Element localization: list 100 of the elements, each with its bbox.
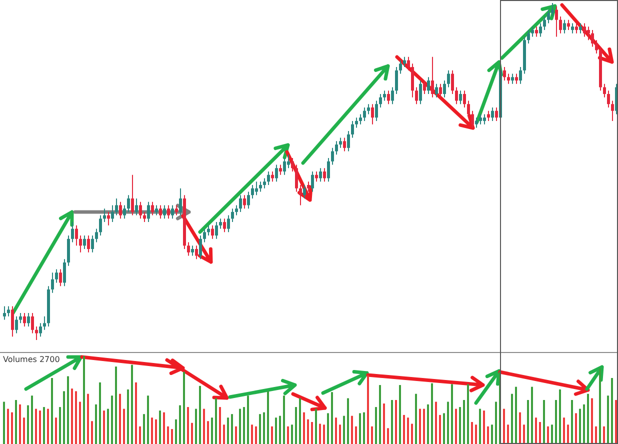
- candlestick: [83, 235, 86, 250]
- candlestick: [451, 70, 454, 94]
- candlestick: [239, 194, 242, 212]
- bar: [255, 426, 257, 444]
- candlestick: [363, 106, 366, 122]
- candlestick: [95, 228, 98, 243]
- candlestick: [259, 181, 262, 192]
- candlestick: [511, 73, 514, 84]
- candlestick: [199, 235, 202, 260]
- bar: [267, 391, 269, 444]
- candlestick: [459, 90, 462, 105]
- bar: [491, 424, 493, 444]
- bar: [587, 394, 589, 444]
- bar: [163, 412, 165, 444]
- bar: [203, 408, 205, 444]
- candlestick: [463, 90, 466, 108]
- candlestick: [63, 258, 66, 287]
- candlestick: [11, 306, 14, 338]
- candlestick: [415, 86, 418, 105]
- bar: [123, 408, 125, 444]
- candlestick: [167, 204, 170, 220]
- bar: [183, 372, 185, 444]
- candlestick: [323, 168, 326, 182]
- bar: [511, 394, 513, 444]
- bar: [447, 402, 449, 444]
- bar: [591, 398, 593, 444]
- candlestick: [555, 6, 558, 38]
- bar: [235, 426, 237, 444]
- bar: [563, 418, 565, 444]
- candlestick: [255, 181, 258, 196]
- bar: [291, 424, 293, 444]
- bar: [327, 413, 329, 444]
- bar: [439, 414, 441, 444]
- bar: [107, 408, 109, 444]
- bar: [579, 408, 581, 444]
- candlestick: [3, 306, 6, 320]
- candlestick: [55, 268, 58, 284]
- candlestick: [263, 178, 266, 189]
- candlestick: [375, 100, 378, 122]
- bar: [575, 413, 577, 444]
- bar: [595, 426, 597, 444]
- candlestick: [7, 306, 10, 317]
- candlestick: [131, 174, 134, 216]
- candlestick: [147, 201, 150, 223]
- bar: [603, 426, 605, 444]
- bar: [271, 426, 273, 444]
- candlestick: [371, 104, 374, 125]
- bar: [399, 385, 401, 444]
- bar: [599, 368, 601, 444]
- candlestick: [283, 158, 286, 176]
- bar: [331, 392, 333, 444]
- candlestick: [579, 22, 582, 34]
- candlestick: [575, 22, 578, 34]
- bar: [419, 408, 421, 444]
- candlestick: [475, 117, 478, 128]
- candlestick: [119, 201, 122, 220]
- candlestick: [227, 214, 230, 233]
- candlestick: [535, 26, 538, 38]
- bar: [171, 429, 173, 444]
- bar: [435, 402, 437, 444]
- candlestick: [59, 268, 62, 287]
- bar: [335, 418, 337, 444]
- candlestick: [551, 3, 554, 17]
- bar: [191, 422, 193, 444]
- candlestick: [71, 222, 74, 243]
- candlestick: [483, 114, 486, 125]
- candlestick: [307, 181, 310, 192]
- candlestick: [303, 184, 306, 199]
- bar: [7, 408, 9, 444]
- candlestick: [291, 158, 294, 172]
- candlestick: [455, 86, 458, 105]
- candlestick: [171, 204, 174, 220]
- bar: [415, 394, 417, 444]
- candlestick: [91, 235, 94, 253]
- candlestick: [151, 201, 154, 216]
- bar: [131, 364, 133, 444]
- bar: [103, 410, 105, 444]
- bar: [463, 400, 465, 444]
- candlestick: [139, 201, 142, 220]
- candlestick: [339, 137, 342, 148]
- bar: [315, 408, 317, 444]
- candlestick: [611, 100, 614, 122]
- candlestick: [159, 204, 162, 220]
- candlestick: [67, 235, 70, 266]
- candlestick: [315, 171, 318, 182]
- bar: [167, 426, 169, 444]
- candlestick: [327, 158, 330, 182]
- bar: [539, 422, 541, 444]
- bar: [187, 407, 189, 444]
- bar: [571, 400, 573, 444]
- candlestick: [515, 73, 518, 84]
- bar: [83, 356, 85, 444]
- bar: [543, 400, 545, 444]
- candlestick: [443, 80, 446, 98]
- candlestick: [419, 80, 422, 105]
- bar: [555, 400, 557, 444]
- bar: [507, 424, 509, 444]
- candlestick: [107, 211, 110, 226]
- candlestick: [319, 168, 322, 182]
- bar: [551, 424, 553, 444]
